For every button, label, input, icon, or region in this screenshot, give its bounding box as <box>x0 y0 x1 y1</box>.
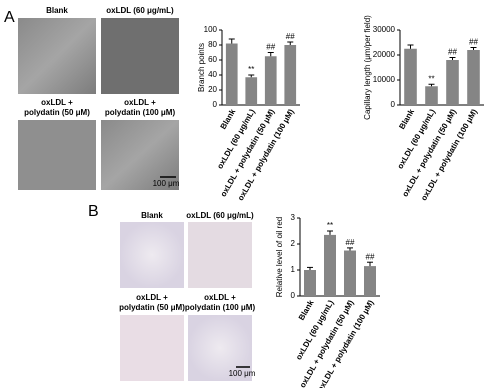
bar <box>446 60 459 105</box>
micrograph <box>18 120 96 190</box>
y-tick-label: 20000 <box>373 50 396 59</box>
bar <box>425 86 438 105</box>
caption: polydatin (50 μM) <box>24 108 90 117</box>
significance: ## <box>266 43 275 52</box>
significance: ## <box>286 32 295 41</box>
bar <box>364 266 376 296</box>
significance: ## <box>448 48 457 57</box>
y-tick-label: 20 <box>208 85 217 94</box>
caption: oxLDL + <box>204 293 236 302</box>
caption: polydatin (100 μM) <box>185 303 256 312</box>
caption: polydatin (50 μM) <box>119 303 185 312</box>
significance: ## <box>469 38 478 47</box>
y-tick-label: 30000 <box>373 25 396 34</box>
scale-bar-label: 100 μm <box>153 179 180 188</box>
y-axis-label: Capillary length (μm/per field) <box>363 15 372 120</box>
y-tick-label: 80 <box>208 40 217 49</box>
micrograph <box>18 18 96 94</box>
significance: ## <box>366 252 375 261</box>
y-tick-label: 10000 <box>373 75 396 84</box>
x-tick-label: Blank <box>397 107 416 131</box>
y-axis-label: Relative level of oil red <box>275 217 284 297</box>
y-tick-label: 3 <box>291 213 296 222</box>
micrograph <box>101 18 179 94</box>
bar <box>225 43 238 105</box>
significance: ** <box>248 65 254 74</box>
y-tick-label: 100 <box>204 25 218 34</box>
bar <box>324 234 336 296</box>
y-axis-label: Branch points <box>197 43 206 92</box>
x-tick-label: Blank <box>297 298 316 322</box>
micrograph <box>188 222 252 288</box>
y-tick-label: 0 <box>391 100 396 109</box>
caption: Blank <box>141 211 163 220</box>
y-tick-label: 0 <box>213 100 218 109</box>
caption: polydatin (100 μM) <box>105 108 176 117</box>
caption: oxLDL + <box>124 98 156 107</box>
x-tick-label: oxLDL (60 μg/mL) <box>396 107 438 170</box>
panel-label: A <box>4 9 15 26</box>
micrograph <box>120 315 184 381</box>
bar <box>304 270 316 296</box>
caption: oxLDL + <box>136 293 168 302</box>
y-tick-label: 2 <box>291 239 296 248</box>
micrograph <box>101 120 179 190</box>
significance: ## <box>346 238 355 247</box>
bar <box>264 56 277 105</box>
y-tick-label: 40 <box>208 70 217 79</box>
scale-bar-label: 100 μm <box>229 369 256 378</box>
caption: oxLDL + <box>41 98 73 107</box>
bar <box>284 45 297 105</box>
bar <box>344 250 356 296</box>
caption: oxLDL (60 μg/mL) <box>106 6 174 15</box>
y-tick-label: 60 <box>208 55 217 64</box>
bar <box>467 50 480 105</box>
bar <box>404 48 417 105</box>
bar <box>245 77 258 105</box>
micrograph <box>188 315 252 381</box>
significance: ** <box>327 221 333 230</box>
y-tick-label: 0 <box>291 291 296 300</box>
y-tick-label: 1 <box>291 265 296 274</box>
caption: oxLDL (60 μg/mL) <box>186 211 254 220</box>
caption: Blank <box>46 6 68 15</box>
significance: ** <box>428 74 434 83</box>
panel-label: B <box>88 203 99 220</box>
x-tick-label: Blank <box>219 107 238 131</box>
micrograph <box>120 222 184 288</box>
